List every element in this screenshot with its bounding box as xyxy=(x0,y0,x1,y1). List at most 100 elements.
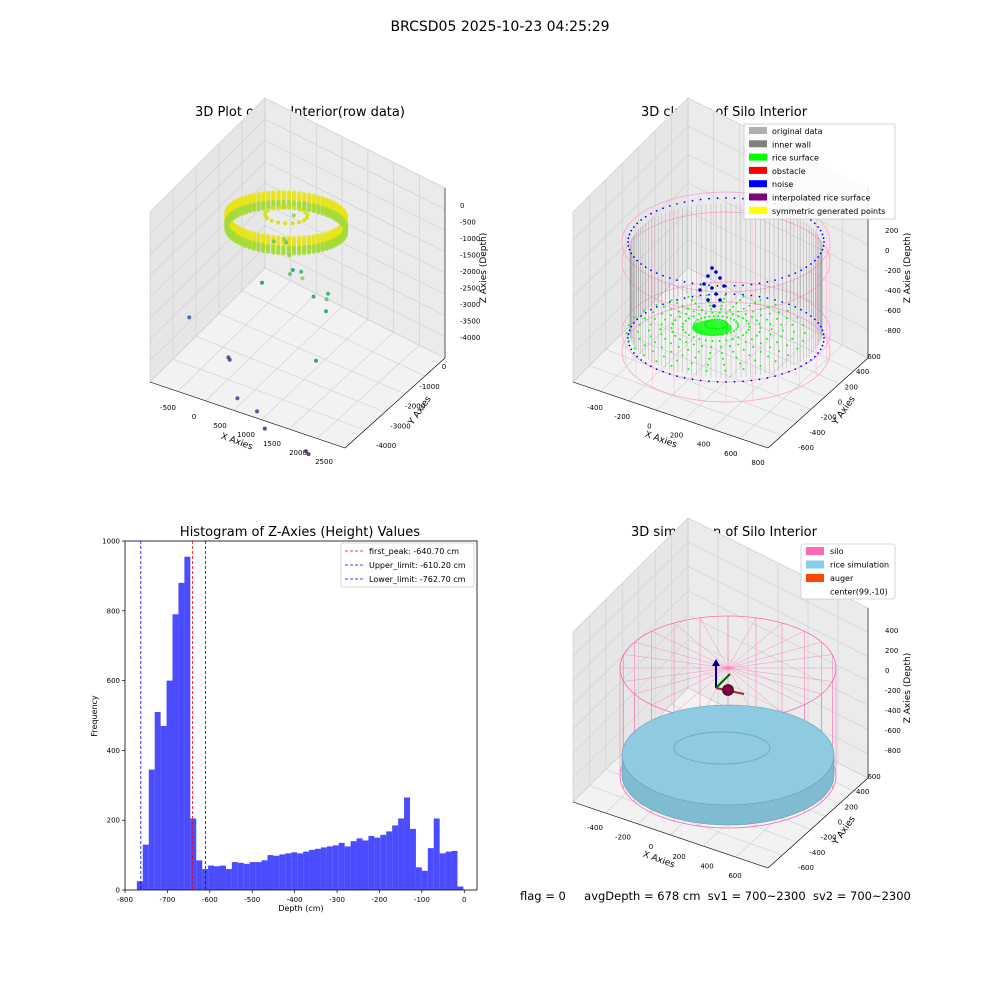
grid-line xyxy=(572,639,689,754)
classify-noise-cluster-point xyxy=(722,284,726,288)
classify-rice-point xyxy=(670,327,673,329)
classify-rice-point xyxy=(758,331,761,333)
classify-noise-point xyxy=(633,226,635,228)
classify-noise-point xyxy=(781,277,784,279)
histogram-x-tick-label: 0 xyxy=(462,896,466,904)
histogram-bar xyxy=(338,842,345,890)
classify-noise-point xyxy=(662,274,664,277)
classify-noise-point xyxy=(683,281,686,283)
raw-y-tick: -1000 xyxy=(419,383,439,391)
classify-legend-label: noise xyxy=(772,180,793,189)
raw-x-tick: 0 xyxy=(192,413,196,421)
classify-rice-point xyxy=(664,337,667,340)
classify-rice-point xyxy=(769,323,772,326)
classify-x-tick: 200 xyxy=(670,432,683,440)
classify-legend-swatch xyxy=(749,206,767,214)
classify-noise-point xyxy=(633,256,635,258)
classify-rice-point xyxy=(708,357,710,360)
classify-rice-point xyxy=(767,306,770,308)
raw-ring-point xyxy=(324,212,329,218)
classify-noise-point xyxy=(628,329,631,332)
grid-line xyxy=(622,332,811,410)
classify-rice-point xyxy=(671,323,674,325)
classify-rice-point xyxy=(660,333,663,336)
histogram-bar xyxy=(166,680,173,890)
grid-line xyxy=(687,566,869,657)
classify-rice-point xyxy=(681,354,684,357)
classify-noise-point xyxy=(716,284,719,287)
classify-rice-point xyxy=(710,308,713,311)
raw-ring-point xyxy=(296,251,302,256)
raw-3d-axes-box xyxy=(149,97,446,449)
classify-rice-point xyxy=(649,323,652,326)
classify-noise-point xyxy=(805,311,808,314)
classify-rice-point xyxy=(676,359,679,362)
grid-line xyxy=(261,319,369,420)
simulation-z-tick-labels: 400 200 0 -200 -400 -600 -800 xyxy=(885,627,901,755)
raw-outlier-point xyxy=(271,239,276,244)
classify-noise-point xyxy=(699,379,702,382)
histogram-bar xyxy=(136,881,143,890)
classify-rice-point xyxy=(769,346,771,349)
simulation-z-axis-label: Z Axies (Depth) xyxy=(903,653,913,724)
classify-rice-point xyxy=(744,312,747,315)
classify-rice-point xyxy=(760,314,762,317)
raw-outlier-point xyxy=(235,396,240,401)
classify-rice-point xyxy=(700,317,703,320)
histogram-bar xyxy=(332,845,339,890)
raw-outlier-point xyxy=(290,268,295,272)
classify-z-tick: -400 xyxy=(885,287,901,295)
classify-rice-point xyxy=(742,307,745,310)
raw-ring-point xyxy=(328,214,333,219)
classify-rice-point xyxy=(796,316,799,319)
classify-y-tick: 400 xyxy=(856,368,869,376)
simulation-legend-label: auger xyxy=(830,574,854,583)
classify-noise-point xyxy=(628,344,631,347)
panel-histogram: Histogram of Z-Axies (Height) Values -80… xyxy=(90,525,478,913)
classify-noise-point xyxy=(691,378,694,381)
grid-line xyxy=(687,663,869,754)
classify-rice-point xyxy=(694,356,697,359)
classify-noise-point xyxy=(644,215,647,218)
raw-ring-point xyxy=(320,247,325,253)
histogram-x-tick-label: -600 xyxy=(202,896,218,904)
classify-rice-point xyxy=(626,332,628,334)
classify-rice-point xyxy=(721,315,724,318)
histogram-bar xyxy=(243,863,250,890)
classify-rice-point xyxy=(726,316,729,319)
classify-z-tick-labels: 200 0 -200 -400 -600 -800 xyxy=(885,227,901,335)
classify-rice-point xyxy=(732,305,735,308)
classify-x-tick: 400 xyxy=(697,441,710,449)
raw-x-tick: 1500 xyxy=(263,440,281,448)
classify-rice-point xyxy=(791,323,794,326)
histogram-bar xyxy=(309,849,315,890)
simulation-legend-label: rice simulation xyxy=(830,561,889,570)
grid-line xyxy=(687,542,869,633)
raw-z-tick: -3500 xyxy=(460,318,480,326)
histogram-legend-label: Lower_limit: -762.70 cm xyxy=(369,575,466,584)
classify-noise-point xyxy=(627,333,630,336)
histogram-x-tick-label: -400 xyxy=(287,896,303,904)
raw-ring-point xyxy=(251,246,257,251)
grid-line xyxy=(739,344,843,439)
classify-rice-point xyxy=(670,314,672,317)
classify-rice-point xyxy=(759,299,762,302)
classify-noise-point xyxy=(676,203,678,205)
classify-legend-label: symmetric generated points xyxy=(772,207,885,216)
classify-z-tick: -200 xyxy=(885,267,901,275)
raw-outlier-point xyxy=(300,276,305,281)
classify-rice-point xyxy=(711,339,714,342)
classify-rice-point xyxy=(670,299,673,302)
classify-legend-label: interpolated rice surface xyxy=(772,194,870,203)
grid-line xyxy=(671,284,854,372)
classify-legend-swatch xyxy=(749,140,767,148)
classify-rice-point xyxy=(655,303,658,306)
classify-rice-point xyxy=(725,339,728,342)
status-flag: flag = 0 xyxy=(520,889,566,903)
histogram-bar xyxy=(160,725,167,890)
raw-y-tick-labels: -4000 -3000 -2000 -1000 0 xyxy=(376,363,446,450)
grid-line xyxy=(218,313,406,395)
raw-ring-point xyxy=(261,206,266,211)
simulation-silo-roof-spoke xyxy=(727,630,805,669)
classify-y-tick: 200 xyxy=(845,383,858,391)
